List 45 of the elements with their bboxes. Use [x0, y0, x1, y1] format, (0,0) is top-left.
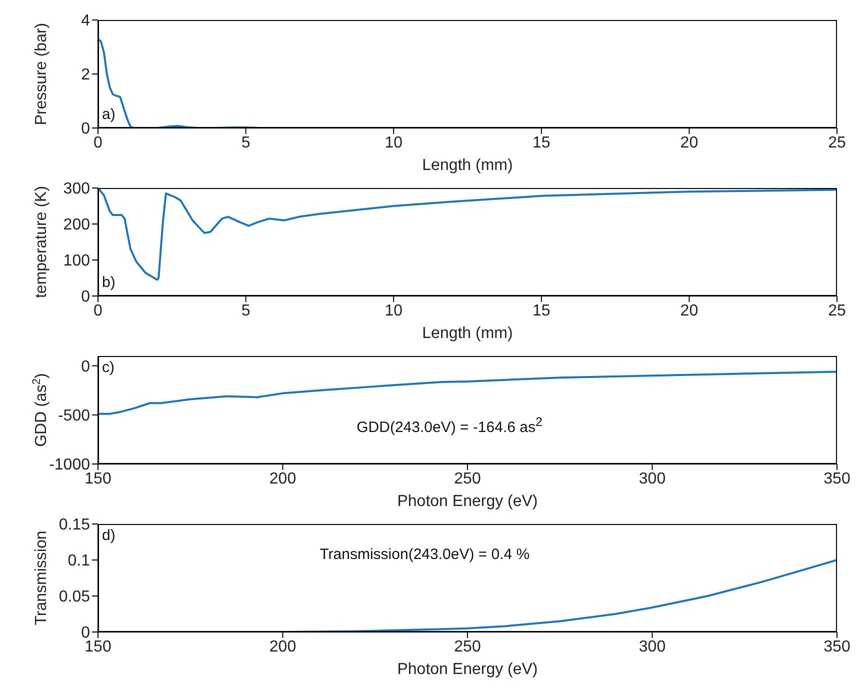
y-axis-title: temperature (K)	[33, 186, 50, 298]
x-tick-label: 0	[94, 134, 103, 152]
x-tick-label: 10	[384, 302, 403, 320]
x-tick-label: 300	[638, 470, 666, 488]
y-tick-label: 0	[81, 358, 90, 376]
x-tick-label: 350	[824, 638, 850, 656]
y-tick-label: 2	[81, 66, 90, 84]
x-tick-label: 25	[828, 134, 846, 152]
annotation: GDD(243.0eV) = -164.6 as$^{2}$	[356, 415, 542, 436]
x-tick-label: 25	[828, 302, 846, 320]
x-tick-label: 15	[532, 134, 550, 152]
y-tick-label: 0.15	[58, 516, 90, 534]
x-tick-label: 250	[454, 638, 481, 656]
y-tick-label: 200	[63, 216, 90, 234]
x-tick-label: 15	[532, 302, 550, 320]
x-axis-title: Length (mm)	[422, 325, 513, 342]
y-tick-label: 0.05	[58, 588, 90, 606]
annotation: a)	[102, 106, 116, 123]
x-tick-label: 10	[384, 134, 403, 152]
y-tick-label: 0.1	[68, 552, 90, 570]
x-axis-title: Length (mm)	[422, 157, 513, 174]
y-tick-label: 0	[81, 288, 90, 306]
annotation: Transmission(243.0eV) = 0.4 %	[320, 546, 530, 563]
x-axis-title: Photon Energy (eV)	[397, 493, 538, 510]
y-axis-title: Pressure (bar)	[33, 22, 50, 126]
x-tick-label: 200	[269, 470, 296, 488]
x-axis-title: Photon Energy (eV)	[397, 661, 538, 678]
x-tick-label: 20	[680, 302, 698, 320]
y-tick-label: 300	[63, 180, 90, 198]
x-tick-label: 0	[94, 302, 103, 320]
y-axis-title: Transmission	[33, 530, 50, 626]
x-tick-label: 250	[454, 470, 481, 488]
x-tick-label: 20	[680, 134, 698, 152]
x-tick-label: 200	[269, 638, 296, 656]
y-tick-label: 4	[81, 12, 90, 30]
x-tick-label: 5	[241, 134, 250, 152]
annotation: d)	[102, 527, 116, 544]
x-tick-label: 350	[824, 470, 850, 488]
annotation: b)	[102, 274, 116, 291]
y-tick-label: 100	[63, 252, 90, 270]
annotation: c)	[102, 359, 114, 376]
x-tick-label: 5	[241, 302, 250, 320]
y-tick-label: -500	[58, 408, 90, 425]
y-tick-label: 0	[81, 120, 90, 138]
x-tick-label: 300	[638, 638, 666, 656]
